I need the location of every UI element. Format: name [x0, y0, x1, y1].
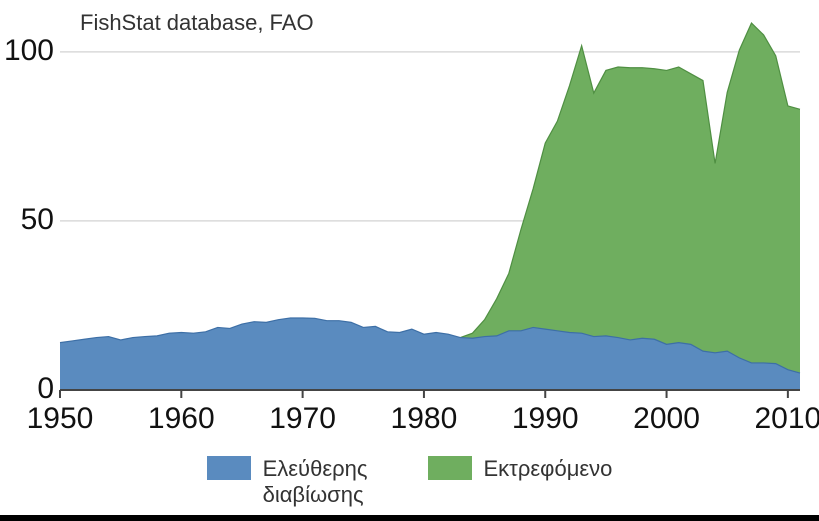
legend: Ελεύθερηςδιαβίωσης Εκτρεφόμενο	[0, 456, 819, 509]
legend-swatch	[428, 456, 472, 480]
y-tick-label: 50	[0, 203, 54, 237]
legend-label: Εκτρεφόμενο	[484, 456, 613, 482]
bottom-border	[0, 515, 819, 521]
x-tick-label: 1980	[384, 402, 464, 436]
x-tick-label: 1960	[141, 402, 221, 436]
legend-label: Ελεύθερηςδιαβίωσης	[263, 456, 368, 509]
legend-swatch	[207, 456, 251, 480]
y-tick-label: 0	[0, 372, 54, 406]
legend-item-wild: Ελεύθερηςδιαβίωσης	[207, 456, 368, 509]
area-chart-svg	[0, 0, 819, 521]
x-tick-label: 1950	[20, 402, 100, 436]
chart-container: FishStat database, FAO 050100 1950196019…	[0, 0, 819, 521]
x-tick-label: 1990	[505, 402, 585, 436]
y-tick-label: 100	[0, 34, 54, 68]
x-tick-label: 2000	[627, 402, 707, 436]
legend-item-farmed: Εκτρεφόμενο	[428, 456, 613, 482]
x-tick-label: 1970	[263, 402, 343, 436]
x-tick-label: 2010	[748, 402, 819, 436]
